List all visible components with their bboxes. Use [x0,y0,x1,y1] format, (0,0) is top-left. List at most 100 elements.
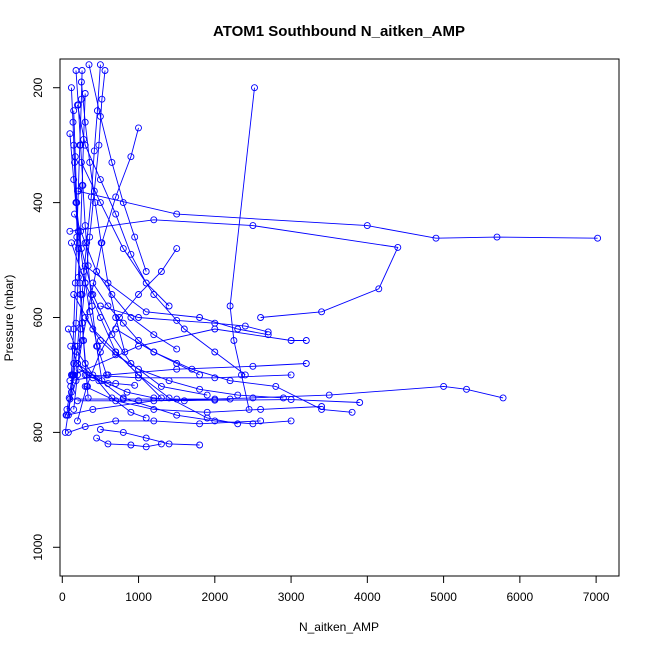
data-point [93,342,101,350]
data-point [318,308,326,316]
data-point [302,337,310,344]
data-point [96,199,104,207]
y-tick-label: 1000 [31,534,45,561]
data-point [173,316,181,324]
data-point [77,78,85,86]
data-point [302,360,310,367]
data-point [150,331,158,339]
data-point [135,291,142,298]
data-point [84,382,91,390]
data-point [432,234,440,242]
data-point [103,371,110,379]
data-point [196,385,204,393]
data-point [272,382,280,390]
data-point [196,441,204,449]
data-point [196,314,204,321]
data-point [188,365,196,373]
data-point [119,395,127,403]
data-point [203,391,211,399]
profile-line [73,70,106,410]
data-point [71,153,79,161]
data-point [86,233,94,241]
data-point [211,348,219,356]
x-tick-label: 7000 [583,590,610,604]
data-point [203,414,211,422]
data-point [64,325,72,333]
data-point [66,227,74,235]
data-point [257,417,265,425]
data-point [68,371,76,379]
data-point [83,371,91,379]
data-point [249,362,257,370]
data-point [348,408,356,416]
data-point [85,61,93,69]
data-point [112,351,120,359]
data-point [96,337,104,344]
data-point [80,337,88,344]
series-layer [61,61,602,451]
data-point [104,302,112,310]
data-point [325,391,333,399]
x-tick-label: 0 [59,590,66,604]
data-point [257,405,265,413]
data-point [91,199,99,207]
data-point [127,441,135,449]
data-point [84,262,92,270]
data-point [150,291,158,298]
data-point [135,397,142,405]
data-point [211,374,219,382]
data-point [150,405,158,413]
data-point [80,268,88,275]
data-point [241,371,249,379]
y-axis: 200 400 600 800 1000 [31,77,61,561]
data-point [165,440,173,448]
data-point [142,443,150,451]
data-point [142,279,150,287]
data-point [375,285,383,293]
data-point [70,107,78,115]
data-point [74,245,82,253]
data-point [67,382,75,390]
data-point [356,399,364,406]
data-point [112,380,120,388]
data-point [77,291,85,298]
profile-line [73,110,88,387]
data-point [70,360,78,367]
profile-line [70,242,162,399]
profile-line [77,104,170,307]
data-point [594,234,602,242]
data-point [81,423,89,431]
profile-line [80,81,126,353]
data-point [142,308,150,316]
data-point [440,382,448,390]
data-point [108,331,116,339]
profile-line [115,328,353,413]
data-point [70,176,78,184]
profile-line [88,64,147,272]
data-point [211,319,219,327]
data-point [173,245,181,253]
data-point [173,345,181,353]
y-axis-label: Pressure (mbar) [2,275,16,362]
data-point [165,377,173,385]
data-point [95,141,103,149]
data-point [108,158,116,166]
data-point [150,417,158,425]
data-point [127,408,135,416]
profile-line [100,305,269,333]
data-point [249,420,257,428]
x-tick-label: 3000 [278,590,305,604]
data-point [93,107,101,115]
data-point [241,322,249,330]
profile-line [92,282,200,376]
data-point [112,210,120,218]
data-point [180,325,188,333]
data-point [81,239,89,247]
x-axis-label: N_aitken_AMP [299,620,379,634]
y-tick-label: 400 [31,192,45,212]
data-point [234,420,242,428]
data-point [74,397,81,405]
x-tick-label: 5000 [430,590,457,604]
profile-line [96,437,162,448]
data-point [119,319,127,327]
